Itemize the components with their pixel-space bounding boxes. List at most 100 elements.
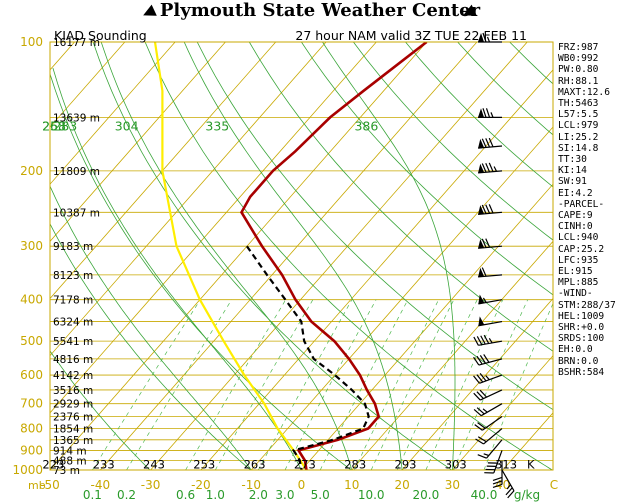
mixing-ratio-line — [354, 299, 440, 470]
height-label: 2376 m — [53, 412, 93, 424]
wind-barb — [478, 294, 503, 305]
temperature-tick-label: 20 — [394, 478, 409, 492]
wind-barb — [501, 469, 515, 499]
isotherm-line — [200, 69, 553, 470]
height-label: 914 m — [53, 445, 87, 457]
temperature-unit-label: C — [550, 478, 558, 492]
parcel-trace — [153, 42, 308, 470]
height-label: 1854 m — [53, 424, 93, 436]
mixing-ratio-line — [319, 299, 409, 470]
mixing-ratio-unit-label: g/kg — [514, 488, 540, 502]
indices-panel: FRZ:987 WB0:992 PW:0.80 RH:88.1 MAXT:12.6 TH:… — [558, 42, 640, 378]
index-row: KI:14 — [558, 165, 587, 177]
mixing-ratio-line — [396, 299, 478, 470]
index-row: EI:4.2 — [558, 187, 593, 199]
plot-frame — [49, 41, 554, 471]
pressure-tick-label: 500 — [20, 334, 43, 348]
moist-adiabat — [183, 42, 403, 470]
height-label: 9183 m — [53, 241, 93, 253]
mixing-ratio-label: 3.0 — [275, 488, 294, 502]
kelvin-tick-label: 293 — [395, 457, 417, 471]
kelvin-tick-label: 263 — [244, 457, 266, 471]
kelvin-tick-label: 283 — [344, 457, 366, 471]
mixing-ratio-line — [185, 299, 287, 470]
height-label: 13639 m — [53, 112, 100, 124]
index-row: FRZ:987 — [558, 42, 599, 53]
height-label: 4816 m — [53, 354, 93, 366]
temperature-tick-label: 30 — [445, 478, 460, 492]
kelvin-tick-label: 303 — [445, 457, 467, 471]
mixing-ratio-line — [284, 299, 377, 470]
kelvin-tick-label: 223 — [42, 457, 64, 471]
wind-barb — [478, 108, 502, 118]
kelvin-tick-label: 233 — [93, 457, 115, 471]
index-row: CAPE:9 — [558, 210, 593, 222]
wind-barb — [484, 450, 503, 474]
index-row: LI:25.2 — [558, 131, 599, 143]
mixing-ratio-line — [257, 299, 353, 470]
index-row: LCL:979 — [558, 120, 599, 132]
mixing-ratio-label: 40.0 — [471, 488, 498, 502]
page-title: Plymouth State Weather Center — [159, 0, 481, 21]
index-row: LFC:935 — [558, 254, 599, 266]
isotherm-line — [50, 42, 176, 185]
mixing-ratio-label: 5.0 — [311, 488, 330, 502]
dewpoint-trace — [245, 245, 370, 470]
moist-adiabat — [100, 42, 353, 470]
height-label: 6324 m — [53, 317, 93, 329]
temperature-tick-label: -20 — [191, 478, 211, 492]
pressure-unit-label: mb — [28, 479, 46, 492]
wind-barb — [475, 428, 503, 445]
wind-barb — [477, 439, 503, 459]
wind-barb — [492, 460, 503, 489]
index-row: EH:0.0 — [558, 344, 593, 356]
index-row: MAXT:12.6 — [558, 86, 610, 98]
isotherm-line — [50, 42, 277, 300]
theta-label: 335 — [205, 118, 229, 133]
height-label: 2929 m — [53, 399, 93, 411]
wind-barb — [478, 238, 503, 249]
wind-barb — [478, 137, 503, 149]
kelvin-tick-label: 243 — [143, 457, 165, 471]
mixing-ratio-line — [126, 299, 232, 470]
run-label: 27 hour NAM valid 3Z TUE 22 FEB 11 — [295, 28, 527, 43]
isotherm-line — [401, 297, 553, 470]
height-label: 16177 m — [53, 37, 100, 49]
height-label: 4142 m — [53, 370, 93, 382]
index-row: LCL:940 — [558, 232, 599, 244]
mixing-ratio-line — [214, 299, 314, 470]
index-row: PW:0.80 — [558, 64, 599, 76]
height-label: 8123 m — [53, 270, 93, 282]
isotherm-line — [50, 42, 377, 414]
temperature-tick-label: -10 — [241, 478, 261, 492]
grid-layer — [50, 42, 553, 470]
wind-barb — [478, 316, 503, 327]
height-label: 3516 m — [53, 385, 93, 397]
dry-adiabat — [144, 42, 553, 470]
kelvin-tick-label: 313 — [495, 457, 517, 471]
temperature-trace — [239, 42, 428, 470]
moist-adiabat — [52, 67, 302, 470]
wind-barb — [478, 162, 503, 174]
mixing-ratio-label: 0.2 — [117, 488, 136, 502]
index-row: EL:915 — [558, 266, 593, 278]
dry-adiabat — [50, 223, 251, 470]
dry-adiabat — [353, 42, 553, 241]
dry-adiabat — [196, 42, 553, 411]
kelvin-unit-label: K — [527, 457, 535, 471]
mixing-ratio-line — [92, 299, 201, 470]
dry-adiabat — [248, 42, 553, 352]
kelvin-tick-label: 253 — [193, 457, 215, 471]
theta-label: 304 — [115, 118, 139, 133]
pressure-tick-label: 800 — [20, 422, 43, 436]
wind-barb — [478, 267, 503, 278]
temperature-tick-label: 10 — [344, 478, 359, 492]
dry-adiabat — [301, 42, 553, 296]
index-row: -WIND- — [558, 288, 593, 300]
theta-label: 268 — [42, 118, 66, 133]
pressure-tick-label: 700 — [20, 397, 43, 411]
index-row: CAP:25.2 — [558, 243, 605, 255]
mixing-ratio-label: 10.0 — [358, 488, 385, 502]
mixing-ratio-label: 0.6 — [176, 488, 195, 502]
